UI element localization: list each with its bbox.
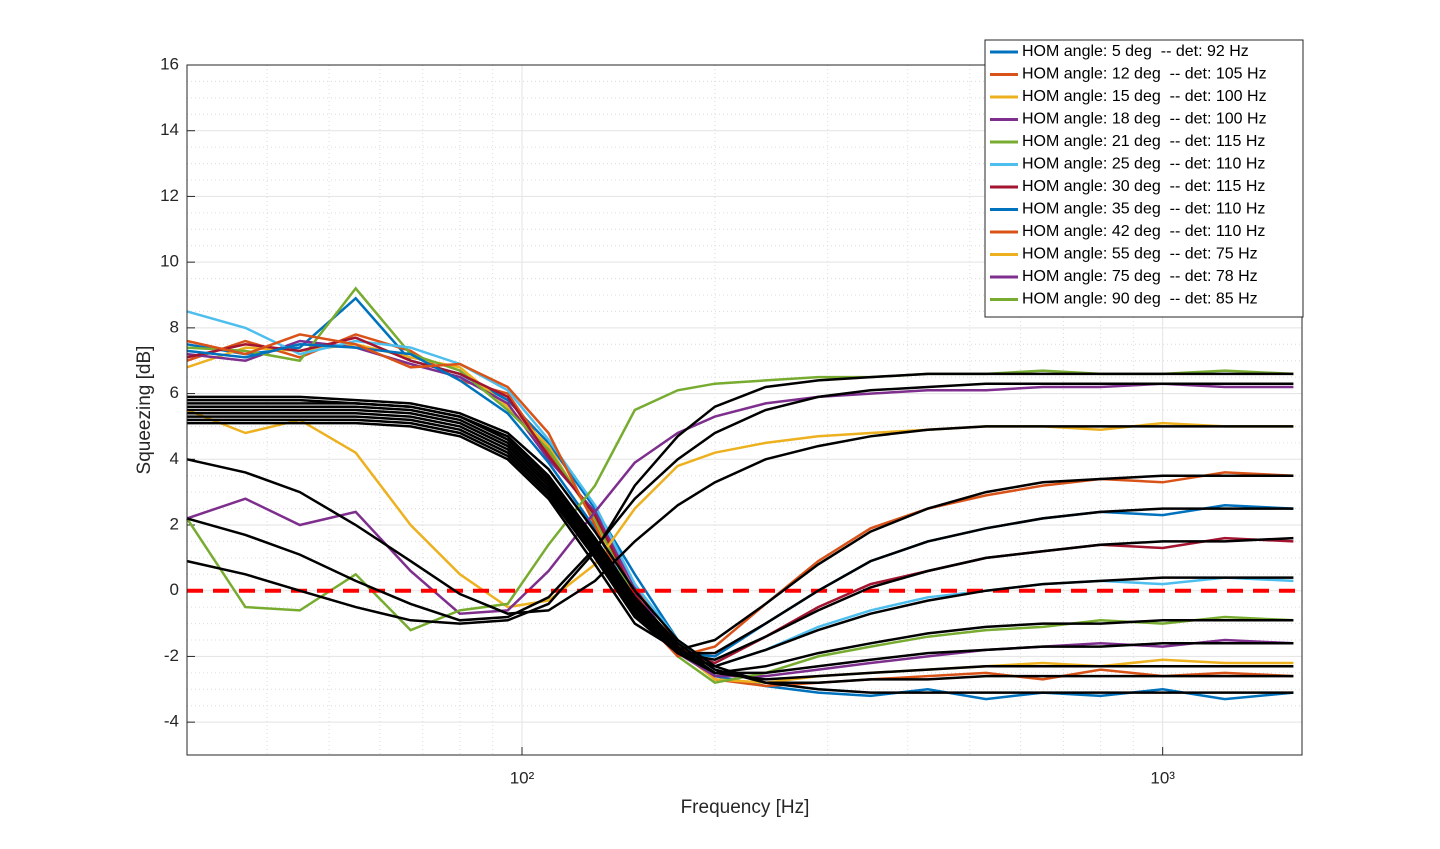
y-tick-label: 8 (170, 317, 179, 336)
legend-label: HOM angle: 21 deg -- det: 115 Hz (1022, 133, 1265, 150)
fit-line (186, 425, 1294, 615)
legend-label: HOM angle: 42 deg -- det: 110 Hz (1022, 223, 1265, 240)
legend-label: HOM angle: 90 deg -- det: 85 Hz (1022, 291, 1258, 308)
legend-label: HOM angle: 55 deg -- det: 75 Hz (1022, 246, 1258, 263)
fit-line (186, 382, 1294, 622)
data-line (185, 369, 1294, 632)
data-line (186, 296, 1294, 701)
legend-label: HOM angle: 5 deg -- det: 92 Hz (1022, 43, 1249, 60)
data-line (186, 333, 1294, 658)
y-tick-label: 0 (170, 580, 179, 599)
legend-label: HOM angle: 75 deg -- det: 78 Hz (1022, 268, 1258, 285)
legend-label: HOM angle: 15 deg -- det: 100 Hz (1022, 88, 1267, 105)
y-tick-label: 4 (170, 449, 179, 468)
fit-line (186, 372, 1294, 625)
data-line (186, 382, 1294, 615)
y-tick-label: 6 (170, 383, 179, 402)
legend-box (984, 39, 1304, 318)
legend-label: HOM angle: 12 deg -- det: 105 Hz (1022, 66, 1267, 83)
y-axis-label: Squeezing [dB] (134, 346, 155, 475)
y-tick-label: 10 (160, 252, 179, 271)
data-line (186, 343, 1294, 658)
y-tick-label: -2 (164, 646, 179, 665)
y-tick-label: 16 (160, 54, 179, 73)
legend-label: HOM angle: 18 deg -- det: 100 Hz (1022, 111, 1267, 128)
legend: HOM angle: 5 deg -- det: 92 Hz HOM angle:… (984, 39, 1304, 318)
legend-label: HOM angle: 30 deg -- det: 115 Hz (1022, 178, 1265, 195)
legend-label: HOM angle: 35 deg -- det: 110 Hz (1022, 201, 1265, 218)
plot-frame (186, 64, 1303, 756)
x-tick-label: 10² (510, 768, 535, 787)
x-axis-label: Frequency [Hz] (681, 797, 810, 818)
fit-line (187, 418, 1294, 655)
data-line (186, 310, 1294, 668)
legend-label: HOM angle: 25 deg -- det: 110 Hz (1022, 156, 1265, 173)
fit-line (187, 408, 1294, 675)
fit-line (187, 405, 1294, 675)
y-tick-label: 2 (170, 514, 179, 533)
fit-line (187, 412, 1294, 668)
y-tick-label: 14 (160, 120, 179, 139)
y-tick-label: -4 (164, 712, 179, 731)
y-tick-label: 12 (160, 186, 179, 205)
fit-line (187, 415, 1294, 661)
data-line (186, 408, 1294, 609)
fit-line (187, 421, 1294, 652)
x-tick-label: 10³ (1150, 768, 1175, 787)
